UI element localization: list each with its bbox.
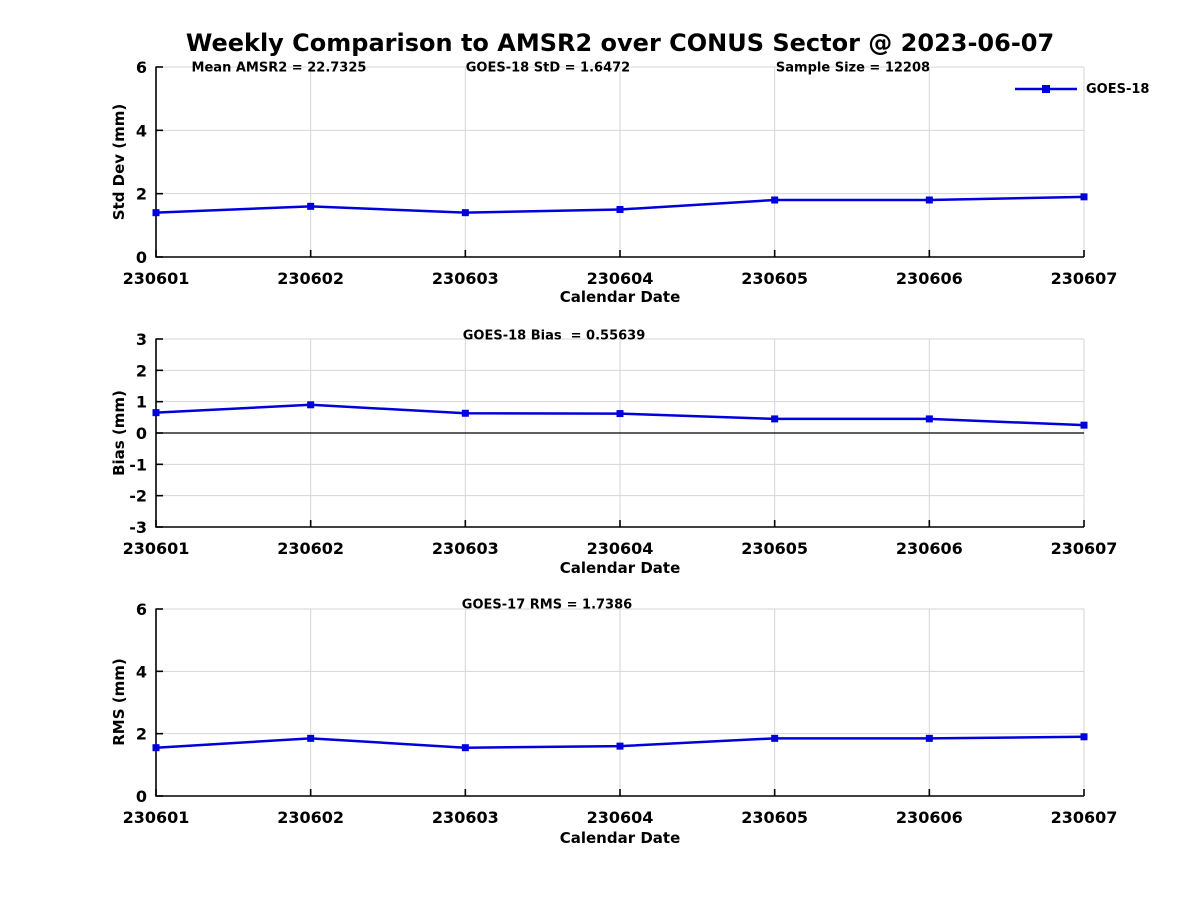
data-point-marker (925, 415, 933, 423)
annotation-goes18-bias: GOES-18 Bias = 0.55639 (462, 328, 646, 344)
x-axis-label-calendar-date-2: Calendar Date (559, 559, 681, 577)
data-point-marker (616, 206, 624, 213)
annotation-goes18-std: GOES-18 StD = 1.6472 (465, 60, 631, 76)
x-tick-label: 230603 (432, 808, 499, 827)
y-tick-label: 0 (136, 787, 147, 806)
x-axis-label-calendar-date-1: Calendar Date (559, 288, 681, 306)
data-point-marker (616, 742, 624, 750)
x-tick-label: 230604 (587, 539, 654, 558)
x-tick-label: 230604 (587, 269, 654, 288)
data-point-marker (461, 209, 469, 217)
data-point-marker (152, 409, 160, 417)
x-tick-label: 230606 (896, 269, 963, 288)
data-point-marker (307, 734, 315, 742)
x-tick-label: 230607 (1051, 808, 1118, 827)
x-tick-label: 230601 (123, 539, 190, 558)
y-axis-label-bias: Bias (mm) (110, 390, 128, 476)
y-tick-label: 2 (136, 361, 147, 380)
annotation-mean-amsr2: Mean AMSR2 = 22.7325 (191, 60, 367, 76)
y-tick-label: -2 (129, 487, 147, 506)
y-tick-label: 2 (136, 725, 147, 744)
y-tick-label: 4 (136, 121, 147, 140)
x-tick-label: 230604 (587, 808, 654, 827)
x-axis-label-calendar-date-3: Calendar Date (559, 829, 681, 847)
y-tick-label: 1 (136, 393, 147, 412)
legend-line-sample (1015, 85, 1077, 93)
data-point-marker (771, 734, 779, 742)
x-tick-label: 230605 (741, 808, 808, 827)
x-tick-label: 230601 (123, 808, 190, 827)
y-axis-label-rms: RMS (mm) (110, 658, 128, 746)
data-point-marker (1080, 193, 1088, 201)
y-tick-label: -1 (129, 455, 147, 474)
x-tick-label: 230602 (277, 269, 344, 288)
y-tick-label: 4 (136, 662, 147, 681)
data-point-marker (616, 410, 624, 418)
data-point-marker (925, 734, 933, 742)
x-tick-label: 230602 (277, 808, 344, 827)
data-point-marker (152, 209, 160, 217)
data-point-marker (307, 202, 315, 210)
x-tick-label: 230607 (1051, 539, 1118, 558)
legend-label: GOES-18 (1086, 81, 1150, 97)
y-axis-label-stddev: Std Dev (mm) (110, 103, 128, 221)
y-tick-label: 6 (136, 600, 147, 619)
x-tick-label: 230602 (277, 539, 344, 558)
y-tick-label: -3 (129, 518, 147, 537)
x-tick-label: 230601 (123, 269, 190, 288)
annotation-sample-size: Sample Size = 12208 (775, 60, 931, 76)
data-point-marker (461, 744, 469, 752)
legend: GOES-18 (1014, 81, 1149, 97)
x-tick-label: 230606 (896, 539, 963, 558)
annotation-goes17-rms: GOES-17 RMS = 1.7386 (461, 597, 633, 613)
y-tick-label: 6 (136, 58, 147, 77)
data-point-marker (1080, 421, 1088, 429)
data-point-marker (925, 196, 933, 204)
data-point-marker (771, 415, 779, 423)
y-tick-label: 0 (136, 424, 147, 443)
x-tick-label: 230606 (896, 808, 963, 827)
x-tick-label: 230605 (741, 269, 808, 288)
figure-title: Weekly Comparison to AMSR2 over CONUS Se… (185, 29, 1055, 57)
x-tick-label: 230603 (432, 539, 499, 558)
y-tick-label: 3 (136, 330, 147, 349)
y-tick-label: 2 (136, 185, 147, 204)
data-point-marker (307, 401, 315, 409)
data-point-marker (152, 744, 160, 752)
legend-square-marker-icon (1042, 85, 1050, 93)
x-tick-label: 230603 (432, 269, 499, 288)
data-point-marker (461, 409, 469, 417)
y-tick-label: 0 (136, 248, 147, 267)
x-tick-label: 230605 (741, 539, 808, 558)
data-point-marker (771, 196, 779, 204)
x-tick-label: 230607 (1051, 269, 1118, 288)
data-point-marker (1080, 733, 1088, 741)
